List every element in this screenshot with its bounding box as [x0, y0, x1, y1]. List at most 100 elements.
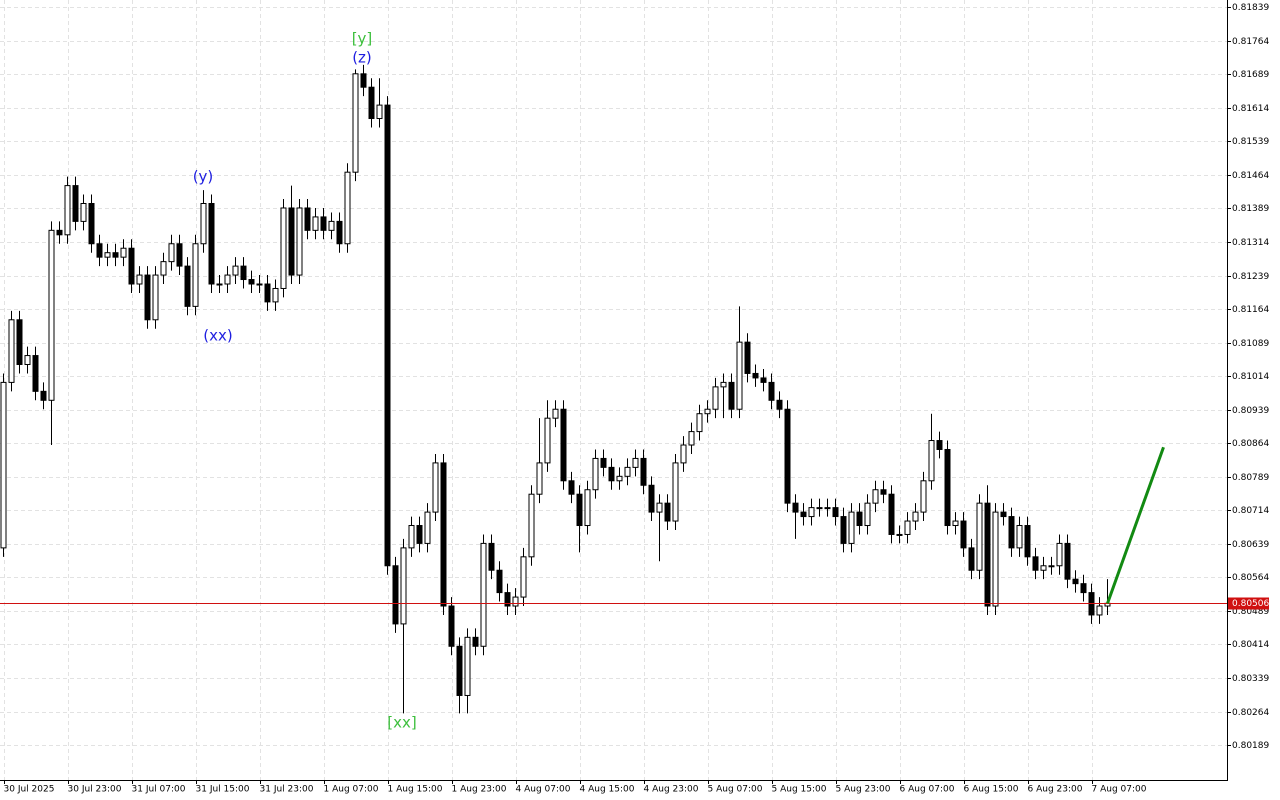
candle-body	[608, 466, 615, 482]
candle-body	[368, 86, 375, 120]
candle-body	[144, 274, 151, 321]
candle-body	[432, 462, 439, 513]
candle-body	[840, 516, 847, 544]
candle-body	[24, 355, 31, 366]
x-tick-label: 6 Aug 15:00	[964, 785, 1019, 795]
candle-body	[768, 381, 775, 401]
x-tick-label: 6 Aug 23:00	[1028, 785, 1083, 795]
candle-body	[784, 408, 791, 504]
candle-body	[1072, 578, 1079, 585]
y-tick-label: 0.81014	[1232, 372, 1269, 382]
y-tick-label: 0.81839	[1232, 3, 1269, 13]
candle-body	[632, 457, 639, 468]
x-tick-label: 1 Aug 15:00	[388, 785, 443, 795]
x-tick-label: 5 Aug 07:00	[708, 785, 763, 795]
candle-body	[400, 547, 407, 625]
candle-body	[568, 480, 575, 495]
candle-body	[704, 408, 711, 415]
wave-label: (z)	[352, 49, 372, 67]
candle-body	[936, 440, 943, 450]
candle-body	[912, 511, 919, 522]
candle-body	[464, 636, 471, 696]
candle-body	[472, 636, 479, 647]
candle-body	[792, 502, 799, 513]
candle-body	[664, 502, 671, 522]
candle-body	[576, 493, 583, 527]
candle-body	[184, 265, 191, 307]
candle-body	[824, 507, 831, 510]
candle-body	[712, 386, 719, 410]
candle-body	[192, 243, 199, 307]
candle-body	[208, 202, 215, 285]
x-tick-label: 31 Jul 23:00	[260, 785, 314, 795]
candle-body	[896, 533, 903, 536]
candle-body	[944, 448, 951, 527]
candle-body	[408, 525, 415, 549]
candle-body	[1040, 565, 1047, 571]
candle-body	[952, 520, 959, 527]
candle-body	[1024, 525, 1031, 558]
candle-body	[672, 462, 679, 522]
y-tick-label: 0.80189	[1232, 741, 1269, 751]
price-label-box	[1228, 597, 1269, 610]
candle-body	[848, 511, 855, 544]
candle-body	[680, 444, 687, 464]
wave-label: (xx)	[203, 327, 232, 345]
candle-body	[728, 381, 735, 410]
candle-body	[600, 457, 607, 468]
candle-body	[88, 202, 95, 245]
x-tick-label: 30 Jul 23:00	[68, 785, 122, 795]
candle-body	[928, 440, 935, 482]
y-tick-label: 0.81689	[1232, 70, 1269, 80]
candle-body	[520, 556, 527, 598]
candle-body	[8, 319, 15, 383]
candle-body	[272, 287, 279, 303]
candle-body	[864, 502, 871, 527]
candle-body	[648, 484, 655, 513]
wave-label: [xx]	[387, 714, 416, 732]
candle-body	[96, 243, 103, 258]
candle-body	[40, 390, 47, 401]
candle-body	[1064, 542, 1071, 580]
candle-body	[808, 507, 815, 518]
x-tick-label: 1 Aug 07:00	[324, 785, 379, 795]
candle-body	[336, 220, 343, 245]
y-tick-label: 0.80564	[1232, 573, 1269, 583]
x-tick-label: 30 Jul 2025	[4, 785, 55, 795]
candle-body	[456, 645, 463, 696]
candle-body	[616, 475, 623, 482]
candle-body	[1096, 605, 1103, 616]
candle-body	[624, 466, 631, 477]
candle-body	[176, 243, 183, 267]
y-tick-label: 0.80264	[1232, 708, 1269, 718]
y-tick-label: 0.80789	[1232, 473, 1269, 483]
candle-body	[688, 431, 695, 446]
candle-body	[504, 592, 511, 607]
wave-label: (y)	[193, 168, 214, 186]
price-label: 0.80506	[1232, 599, 1269, 609]
y-tick-label: 0.80939	[1232, 406, 1269, 416]
candle-body	[736, 341, 743, 410]
candle-body	[584, 489, 591, 527]
candle-body	[744, 341, 751, 374]
candle-body	[1008, 516, 1015, 549]
y-tick-label: 0.81614	[1232, 104, 1269, 114]
wave-label: [y]	[352, 30, 373, 48]
candle-body	[1048, 565, 1055, 568]
candle-body	[424, 511, 431, 544]
candle-body	[984, 502, 991, 607]
candle-body	[488, 542, 495, 571]
candle-body	[536, 462, 543, 495]
candle-body	[560, 408, 567, 482]
x-tick-label: 31 Jul 07:00	[132, 785, 186, 795]
candle-body	[976, 502, 983, 571]
candle-body	[440, 462, 447, 607]
y-tick-label: 0.81089	[1232, 339, 1269, 349]
candle-body	[544, 417, 551, 464]
candle-body	[480, 542, 487, 647]
x-tick-label: 5 Aug 15:00	[772, 785, 827, 795]
candle-body	[872, 489, 879, 504]
x-tick-label: 4 Aug 23:00	[644, 785, 699, 795]
candle-body	[32, 355, 39, 392]
